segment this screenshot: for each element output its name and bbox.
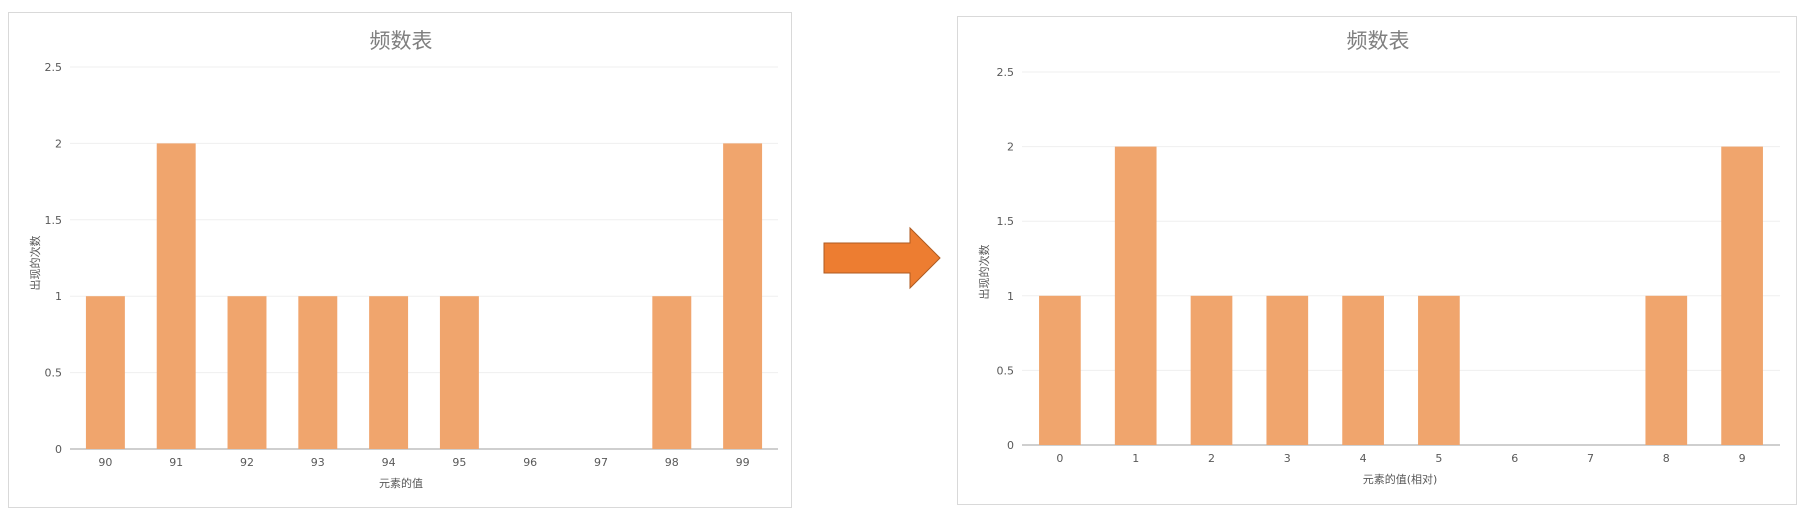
y-axis-title: 出现的次数 [28, 236, 42, 291]
x-tick-label: 0 [1056, 452, 1063, 465]
y-tick-label: 0.5 [45, 367, 63, 380]
frequency-chart-relative: 频数表 0 0.5 1 1.5 2 2.5 0 1 2 3 4 5 6 7 8 9 元素的值(相对) 出现的… [977, 29, 1780, 486]
bar [1114, 146, 1157, 445]
x-tick-label: 90 [98, 456, 112, 469]
bar [1418, 295, 1460, 445]
chart-panel-relative: 频数表 0 0.5 1 1.5 2 2.5 0 1 2 3 4 5 6 7 8 9 元素的值(相对) 出现的… [957, 16, 1797, 505]
y-tick-label: 0 [55, 443, 62, 456]
y-tick-label: 0.5 [997, 364, 1015, 377]
frequency-chart-original: 频数表 0 0.5 1 1.5 2 2.5 90 91 92 93 94 95 96 97 98 99 元素… [28, 29, 778, 490]
bar [85, 296, 125, 449]
x-tick-label: 98 [665, 456, 679, 469]
y-tick-label: 1.5 [997, 215, 1015, 228]
y-tick-label: 2 [1007, 141, 1014, 154]
y-tick-label: 2 [55, 137, 62, 150]
x-tick-label: 96 [523, 456, 537, 469]
x-tick-label: 91 [169, 456, 183, 469]
bar [652, 296, 692, 449]
chart-title: 频数表 [370, 29, 433, 53]
y-tick-label: 2.5 [45, 61, 63, 74]
x-tick-label: 9 [1739, 452, 1746, 465]
y-tick-label: 1 [55, 290, 62, 303]
bar [369, 296, 409, 449]
bar [156, 143, 196, 449]
bar [439, 296, 479, 449]
x-tick-label: 92 [240, 456, 254, 469]
x-tick-label: 8 [1663, 452, 1670, 465]
x-tick-label: 2 [1208, 452, 1215, 465]
x-tick-label: 94 [382, 456, 396, 469]
x-tick-label: 1 [1132, 452, 1139, 465]
y-tick-label: 1 [1007, 290, 1014, 303]
chart-title: 频数表 [1347, 29, 1410, 53]
bar [1039, 295, 1081, 445]
chart-panel-original: 频数表 0 0.5 1 1.5 2 2.5 90 91 92 93 94 95 96 97 98 99 元素… [8, 12, 792, 508]
bar [298, 296, 338, 449]
x-tick-label: 6 [1511, 452, 1518, 465]
x-tick-label: 5 [1435, 452, 1442, 465]
y-axis-title: 出现的次数 [977, 245, 991, 300]
x-tick-label: 4 [1360, 452, 1367, 465]
x-axis-title: 元素的值(相对) [1363, 472, 1438, 486]
bar [723, 143, 763, 449]
x-axis-title: 元素的值 [379, 476, 423, 490]
x-tick-label: 99 [736, 456, 750, 469]
bar [1190, 295, 1233, 445]
x-tick-label: 7 [1587, 452, 1594, 465]
x-tick-label: 93 [311, 456, 325, 469]
x-tick-label: 95 [452, 456, 466, 469]
y-tick-label: 0 [1007, 439, 1014, 452]
bar [1342, 295, 1384, 445]
x-tick-label: 97 [594, 456, 608, 469]
arrow-shape [823, 226, 941, 290]
y-tick-label: 2.5 [997, 66, 1015, 79]
x-tick-label: 3 [1284, 452, 1291, 465]
bar [227, 296, 267, 449]
bar [1266, 295, 1309, 445]
right-arrow-icon [823, 226, 941, 290]
bar [1721, 146, 1763, 445]
y-tick-label: 1.5 [45, 214, 63, 227]
bar [1645, 295, 1688, 445]
